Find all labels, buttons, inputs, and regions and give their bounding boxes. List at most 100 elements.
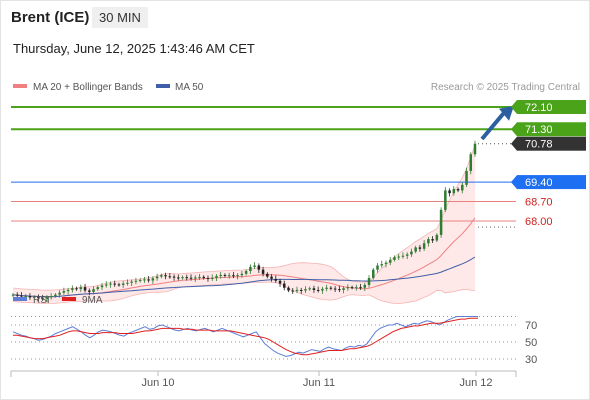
candle-body xyxy=(456,189,460,191)
candle-body xyxy=(96,287,100,290)
candle-body xyxy=(410,251,413,255)
bollinger-bands xyxy=(12,144,476,305)
candle-body xyxy=(219,274,222,277)
candle-body xyxy=(338,289,341,291)
candle-body xyxy=(283,283,286,288)
candle-body xyxy=(329,287,333,289)
candle-body xyxy=(117,284,121,286)
candle-body xyxy=(92,289,95,292)
legend-ma50-label: MA 50 xyxy=(175,82,204,93)
legend: MA 20 + Bollinger Bands MA 50 xyxy=(13,82,204,93)
candle-body xyxy=(312,288,316,290)
candle-body xyxy=(240,273,244,276)
candle-body xyxy=(121,283,125,285)
time-tick-label: Jun 11 xyxy=(303,377,335,389)
level-69-40-tag-pointer xyxy=(511,175,517,190)
level-70-78-label: 70.78 xyxy=(525,139,553,151)
rsi-tick-50: 50 xyxy=(525,337,537,349)
candle-body xyxy=(37,296,40,299)
level-68-70-label: 68.70 xyxy=(525,197,553,209)
candle-body xyxy=(363,284,367,288)
level-72-10-tag xyxy=(517,100,586,114)
candle-body xyxy=(274,278,278,281)
candle-body xyxy=(88,290,91,292)
credit-text: Research © 2025 Trading Central xyxy=(431,82,580,93)
candle-body xyxy=(376,265,379,270)
candle-body xyxy=(160,275,163,277)
candle-body xyxy=(325,287,328,289)
candle-body xyxy=(291,290,295,292)
candle-body xyxy=(71,288,74,290)
candle-body xyxy=(261,269,265,274)
rsi-panel: RSI 9MA 70 50 30 xyxy=(11,295,537,366)
candle-body xyxy=(397,256,400,258)
candle-body xyxy=(223,274,227,276)
level-69-40-label: 69.40 xyxy=(525,177,553,189)
candle-body xyxy=(100,285,104,288)
level-69-40-tag xyxy=(517,175,586,190)
candle-body xyxy=(168,276,172,278)
candle-body xyxy=(295,289,299,292)
candle-body xyxy=(384,262,388,265)
level-71-30-tag-pointer xyxy=(511,122,517,137)
candle-body xyxy=(83,287,87,291)
candle-body xyxy=(427,239,430,244)
candle-body xyxy=(41,298,44,300)
candle-body xyxy=(143,279,146,281)
candle-body xyxy=(465,170,468,185)
level-labels: 72.10 71.30 70.78 69.40 68.70 68.00 xyxy=(511,100,586,228)
candle-body xyxy=(75,288,78,290)
candle-body xyxy=(270,276,273,279)
candle-body xyxy=(113,283,116,285)
candle-body xyxy=(321,288,324,291)
legend-rsi-label: RSI xyxy=(33,295,50,306)
candle-body xyxy=(435,234,439,241)
time-axis: Jun 10 Jun 11 Jun 12 xyxy=(10,370,517,389)
datetime-label: Thursday, June 12, 2025 1:43:46 AM CET xyxy=(13,41,255,56)
candle-body xyxy=(138,279,142,281)
candle-body xyxy=(126,282,129,284)
candle-body xyxy=(388,259,392,263)
candle-body xyxy=(414,247,417,252)
timeframe-badge[interactable]: 30 MIN xyxy=(92,7,148,28)
candle-body xyxy=(206,278,210,279)
legend-ma20-swatch xyxy=(13,84,27,88)
candle-body xyxy=(469,154,473,171)
candle-body xyxy=(193,277,197,279)
candle-body xyxy=(405,254,409,256)
candle-body xyxy=(359,287,362,289)
candle-body xyxy=(401,255,405,257)
candle-body xyxy=(346,287,350,289)
candle-body xyxy=(58,292,61,295)
candle-body xyxy=(367,278,371,285)
candle-body xyxy=(380,264,384,266)
legend-rsi-swatch xyxy=(13,297,27,301)
candle-body xyxy=(147,279,150,281)
candle-body xyxy=(172,276,176,278)
candle-body xyxy=(210,277,214,279)
candles xyxy=(11,140,477,303)
candle-body xyxy=(278,280,282,284)
candle-body xyxy=(62,291,66,293)
candle-body xyxy=(431,239,434,241)
candle-body xyxy=(299,289,303,291)
candle-body xyxy=(15,294,19,296)
candle-body xyxy=(249,266,252,272)
forecast-arrow-shaft xyxy=(480,111,506,141)
candle-body xyxy=(372,269,375,278)
candle-body xyxy=(49,296,53,298)
candle-body xyxy=(227,275,231,277)
candle-body xyxy=(393,257,396,260)
candle-body xyxy=(355,287,358,289)
candle-body xyxy=(45,297,49,299)
candle-body xyxy=(66,289,70,292)
legend-9ma-swatch xyxy=(62,297,76,301)
candle-body xyxy=(151,278,155,281)
candle-body xyxy=(20,295,23,297)
candle-body xyxy=(236,275,239,277)
candle-body xyxy=(461,184,464,191)
bollinger-upper-line xyxy=(12,144,476,291)
moving-averages xyxy=(12,217,476,298)
forecast-arrow-head xyxy=(499,105,514,121)
